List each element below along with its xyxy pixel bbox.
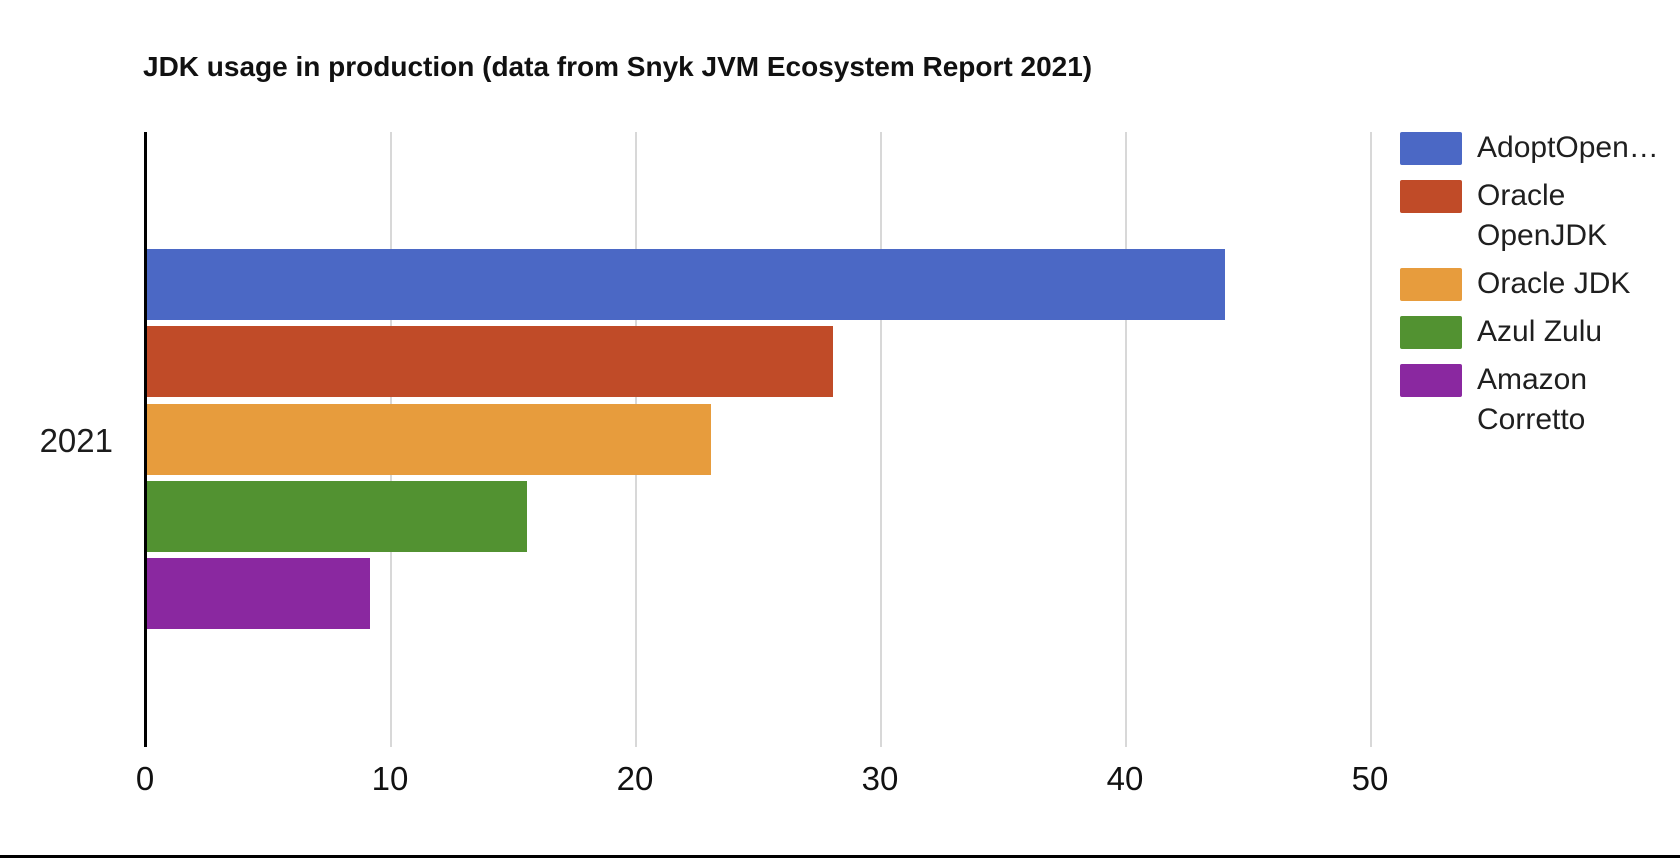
legend-swatch xyxy=(1400,316,1462,349)
bar xyxy=(147,326,833,398)
x-axis-tick-labels: 0 10 20 30 40 50 xyxy=(0,760,1680,804)
gridline xyxy=(880,132,882,747)
x-tick-label: 50 xyxy=(1351,760,1389,797)
legend-swatch xyxy=(1400,268,1462,301)
window-bottom-border xyxy=(0,855,1680,858)
legend-swatch xyxy=(1400,132,1462,165)
gridline xyxy=(1370,132,1372,747)
x-tick-label: 10 xyxy=(371,760,409,797)
plot-area xyxy=(144,132,1393,747)
legend-label: Oracle JDK xyxy=(1477,267,1631,300)
chart-title: JDK usage in production (data from Snyk … xyxy=(143,51,1093,82)
bar xyxy=(147,480,527,552)
y-category-label: 2021 xyxy=(39,422,113,459)
legend-label: AdoptOpen… xyxy=(1477,131,1659,164)
legend-item-oracle-openjdk: Oracle OpenJDK xyxy=(1400,176,1672,256)
x-tick-label: 20 xyxy=(616,760,654,797)
bar xyxy=(147,249,1225,320)
legend-swatch xyxy=(1400,364,1462,397)
x-tick-label: 40 xyxy=(1106,760,1144,797)
legend-swatch xyxy=(1400,180,1462,213)
legend-label: Amazon Corretto xyxy=(1477,363,1588,436)
legend-item-adoptopenjdk: AdoptOpen… xyxy=(1400,128,1672,168)
bar xyxy=(147,403,711,475)
legend-label: Azul Zulu xyxy=(1477,315,1603,348)
gridline xyxy=(1125,132,1127,747)
x-tick-label: 30 xyxy=(861,760,899,797)
legend-item-amazon-corretto: Amazon Corretto xyxy=(1400,360,1672,440)
legend: AdoptOpen… Oracle OpenJDK Oracle JDK Azu… xyxy=(1400,128,1672,440)
bar xyxy=(147,558,370,629)
legend-item-azul-zulu: Azul Zulu xyxy=(1400,312,1672,352)
legend-label: Oracle OpenJDK xyxy=(1477,179,1608,252)
legend-item-oracle-jdk: Oracle JDK xyxy=(1400,264,1672,304)
x-tick-label: 0 xyxy=(135,760,155,797)
